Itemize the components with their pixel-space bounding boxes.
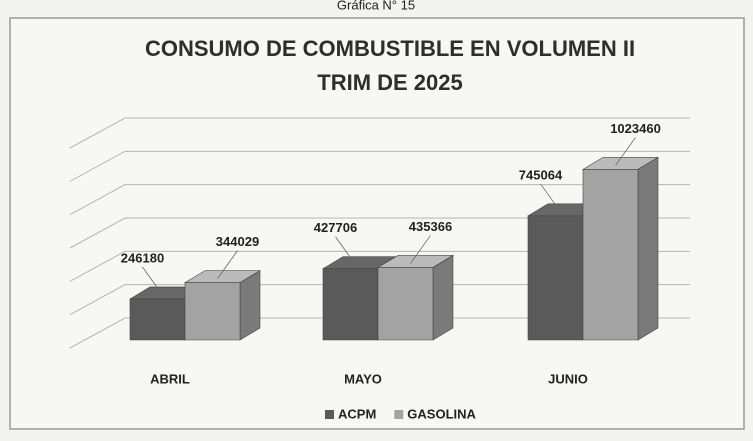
bar-side [637,156,659,341]
bar-front [322,268,379,341]
data-label: 745064 [519,167,563,182]
chart-title: CONSUMO DE COMBUSTIBLE EN VOLUMEN II [145,36,635,61]
leader-line [142,266,163,296]
bar [376,254,455,341]
data-label: 435366 [409,219,452,234]
leader-line [540,183,561,213]
bar-front [377,267,434,341]
grid-line [69,317,690,349]
bar-front [129,298,186,341]
chart-title: TRIM DE 2025 [317,70,463,95]
bar-front [527,215,584,341]
grid-line [69,284,690,316]
bar [581,156,660,341]
leader-line [335,236,356,265]
bar-front [582,169,639,341]
leader-line [410,235,431,264]
bar [183,270,262,341]
grid-line [69,150,690,182]
bar-side [239,270,261,341]
x-tick-label: JUNIO [548,371,588,386]
legend-swatch [325,410,334,419]
leader-line [217,250,238,279]
data-label: 427706 [314,220,357,235]
grid-line [69,250,690,282]
legend-label: ACPM [338,406,376,421]
x-tick-label: MAYO [344,371,382,386]
caption: Gráfica N° 15 [337,0,415,12]
legend-swatch [394,410,404,419]
data-label: 344029 [216,234,259,249]
data-label: 246180 [121,250,164,265]
grid-line [69,117,690,149]
bar-front [184,282,241,341]
leader-line [615,137,636,166]
legend-label: GASOLINA [407,406,476,421]
bar-side [432,254,454,341]
data-label: 1023460 [610,121,661,136]
grid-line [69,184,690,216]
grid-line [69,217,690,249]
x-tick-label: ABRIL [150,371,190,386]
